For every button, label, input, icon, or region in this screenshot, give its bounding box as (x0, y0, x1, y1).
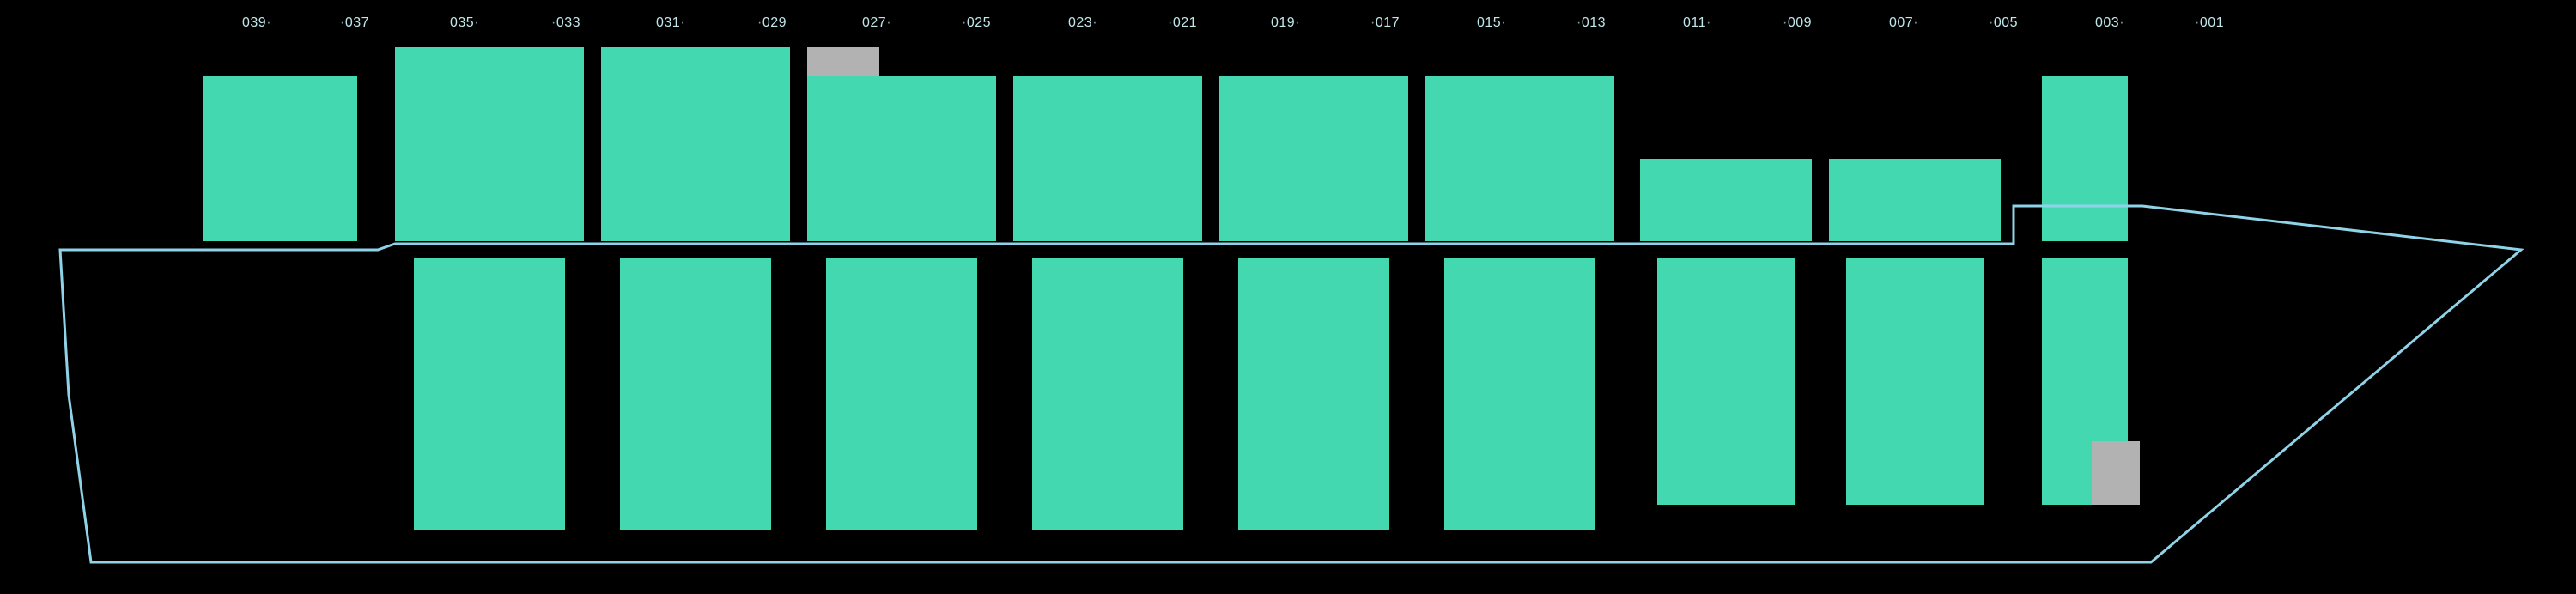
bay-label-037: ·037 (340, 15, 369, 31)
ship-bay-diagram: 039· ·037 035· ·033 031· ·029 027· ·025 023· ·021… (0, 0, 2576, 594)
bay-label-001: ·001 (2195, 15, 2224, 31)
bay-label-023: 023· (1068, 15, 1097, 31)
bay-label-019: 019· (1271, 15, 1300, 31)
bay-label-005: ·005 (1989, 15, 2018, 31)
bay-label-033: ·033 (551, 15, 580, 31)
ship-hull-outline (0, 0, 2576, 594)
bay-label-011: 011· (1683, 15, 1711, 31)
bay-label-039: 039· (242, 15, 271, 31)
bay-label-003: 003· (2095, 15, 2124, 31)
bay-label-013: ·013 (1577, 15, 1606, 31)
bay-label-035: 035· (450, 15, 479, 31)
bay-label-031: 031· (656, 15, 685, 31)
bay-label-029: ·029 (757, 15, 787, 31)
bay-label-017: ·017 (1370, 15, 1400, 31)
bay-label-009: ·009 (1783, 15, 1812, 31)
bay-label-015: 015· (1477, 15, 1506, 31)
bay-label-025: ·025 (962, 15, 991, 31)
bay-label-007: 007· (1889, 15, 1918, 31)
bay-label-027: 027· (862, 15, 891, 31)
bay-label-021: ·021 (1168, 15, 1197, 31)
